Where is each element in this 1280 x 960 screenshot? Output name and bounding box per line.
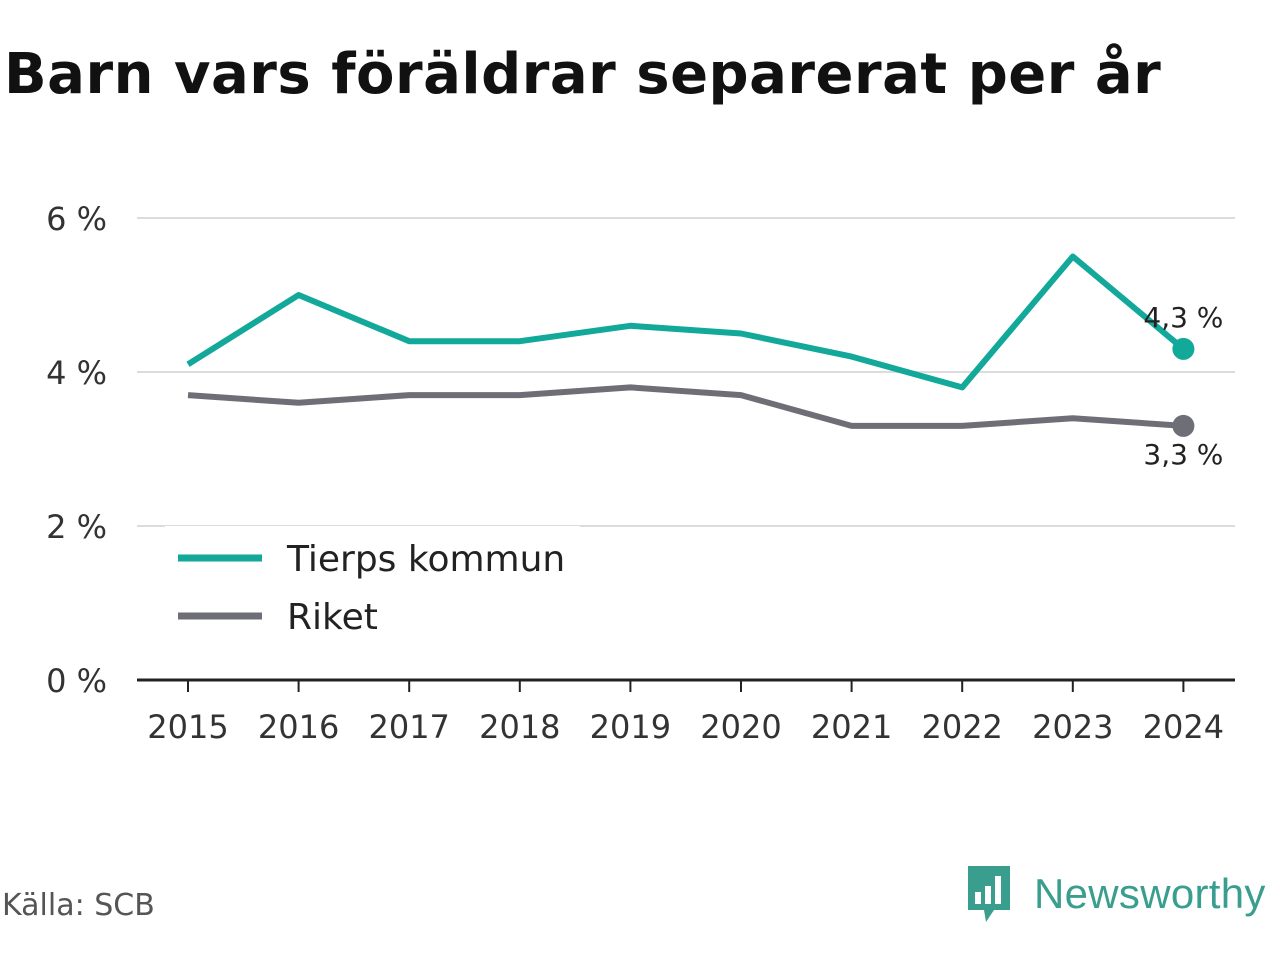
x-tick-label: 2019 — [590, 708, 671, 746]
x-tick-label: 2016 — [258, 708, 339, 746]
end-label-tierps-kommun: 4,3 % — [1143, 301, 1223, 334]
brand-name: Newsworthy — [1034, 870, 1266, 917]
series-end-point — [1172, 414, 1195, 437]
legend-label: Tierps kommun — [286, 539, 565, 580]
x-tick-label: 2024 — [1143, 708, 1224, 746]
x-tick-label: 2022 — [921, 708, 1002, 746]
legend-label: Riket — [287, 597, 378, 638]
y-tick-label: 2 % — [46, 508, 107, 546]
end-label-riket: 3,3 % — [1143, 438, 1223, 471]
x-tick-label: 2021 — [811, 708, 892, 746]
x-tick-label: 2015 — [147, 708, 228, 746]
legend-background — [165, 526, 580, 644]
x-tick-label: 2023 — [1032, 708, 1113, 746]
newsworthy-logo-icon — [968, 866, 1010, 922]
y-tick-label: 0 % — [46, 662, 107, 700]
x-tick-label: 2020 — [700, 708, 781, 746]
x-tick-label: 2018 — [479, 708, 560, 746]
chart-title: Barn vars föräldrar separerat per år — [4, 42, 1162, 107]
y-tick-label: 6 % — [46, 200, 107, 238]
y-tick-label: 4 % — [46, 354, 107, 392]
series-line-tierps-kommun — [186, 253, 1186, 391]
x-tick-label: 2017 — [368, 708, 449, 746]
series-end-point — [1172, 337, 1195, 360]
source-note: Källa: SCB — [2, 888, 155, 923]
brand-logo: Newsworthy — [964, 864, 1266, 924]
series-line-riket — [187, 384, 1184, 429]
